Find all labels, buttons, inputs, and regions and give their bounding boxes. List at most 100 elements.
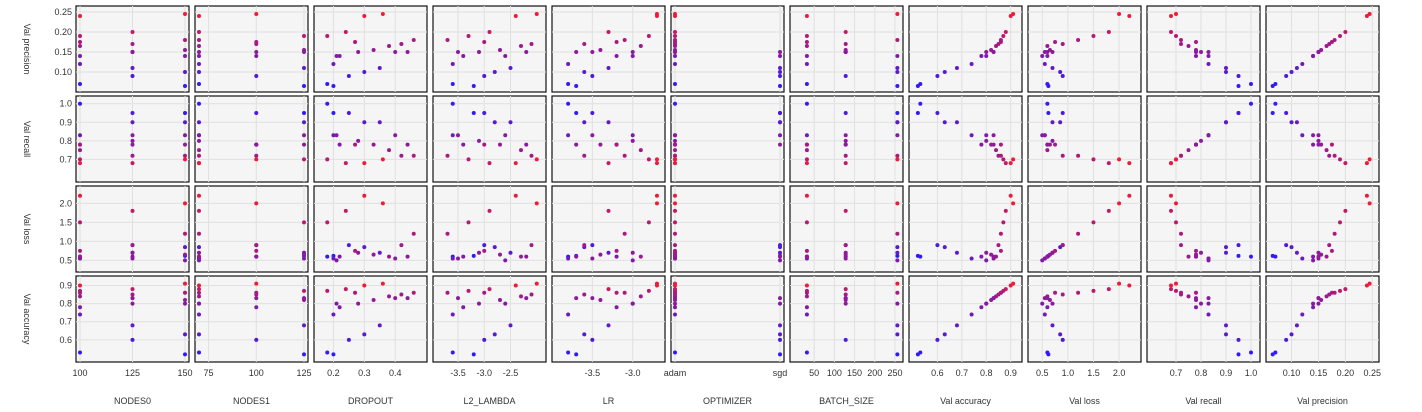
data-point — [130, 42, 135, 46]
data-point — [606, 66, 611, 70]
data-point — [492, 245, 497, 250]
data-point — [1194, 290, 1198, 295]
data-point — [343, 208, 348, 213]
data-point — [1270, 253, 1275, 258]
data-point — [998, 231, 1003, 236]
data-point — [590, 296, 595, 301]
data-point — [1206, 301, 1211, 306]
data-point — [356, 301, 361, 306]
data-point — [895, 157, 900, 162]
data-point — [1174, 201, 1178, 206]
data-point — [393, 133, 398, 138]
data-point — [1008, 193, 1013, 198]
data-point — [377, 250, 382, 255]
data-point — [895, 201, 900, 206]
data-point — [895, 66, 900, 70]
data-point — [130, 337, 135, 342]
data-point — [1224, 323, 1228, 328]
data-point — [1174, 157, 1178, 162]
panel-frame — [1265, 275, 1380, 363]
data-point — [461, 305, 466, 310]
data-point — [654, 12, 659, 16]
y-tick-label: 1.5 — [59, 217, 72, 227]
data-point — [1045, 142, 1050, 147]
data-point — [1050, 301, 1055, 306]
data-point — [183, 111, 187, 115]
data-point — [1091, 34, 1096, 38]
data-point — [574, 296, 579, 301]
panel-acc-vs-lr — [551, 275, 666, 363]
data-point — [482, 243, 487, 248]
data-point — [183, 38, 187, 42]
data-point — [1046, 84, 1051, 88]
data-point — [1040, 54, 1045, 58]
data-point — [1300, 62, 1305, 66]
y-tick-label: 0.5 — [59, 255, 72, 265]
data-point — [197, 148, 201, 153]
data-point — [804, 294, 809, 299]
data-point — [1249, 254, 1253, 259]
data-point — [519, 294, 523, 299]
data-point — [673, 82, 677, 86]
data-point — [78, 82, 82, 86]
panel-frame — [194, 5, 309, 93]
data-point — [1284, 111, 1289, 115]
data-point — [487, 161, 492, 166]
data-point — [1060, 292, 1065, 297]
data-point — [1045, 54, 1050, 58]
data-point — [843, 243, 848, 248]
data-point — [895, 253, 900, 258]
panel-precision-vs-optimizer — [670, 5, 785, 93]
data-point — [498, 142, 502, 147]
data-point — [302, 296, 306, 301]
data-point — [393, 50, 398, 54]
data-point — [895, 84, 900, 88]
data-point — [331, 312, 336, 317]
data-point — [492, 70, 497, 74]
panel-acc-vs-batch — [789, 275, 904, 363]
data-point — [991, 254, 996, 259]
data-point — [1106, 161, 1111, 166]
data-point — [1040, 301, 1045, 306]
data-point — [673, 50, 677, 54]
data-point — [513, 193, 518, 198]
panel-recall-vs-lr — [551, 95, 666, 183]
data-point — [566, 82, 571, 86]
data-point — [1199, 138, 1203, 143]
data-point — [1040, 133, 1045, 138]
data-point — [942, 245, 947, 250]
data-point — [482, 290, 487, 295]
data-point — [804, 290, 809, 295]
data-point — [508, 66, 513, 70]
panel-frame — [313, 185, 428, 273]
data-point — [778, 74, 782, 78]
data-point — [1316, 301, 1321, 306]
panel-frame — [1146, 95, 1261, 183]
data-point — [466, 34, 471, 38]
data-point — [1236, 253, 1241, 258]
data-point — [399, 243, 404, 248]
data-point — [1169, 287, 1173, 292]
data-point — [466, 157, 471, 162]
data-point — [574, 352, 579, 357]
data-point — [325, 288, 330, 293]
data-point — [1050, 120, 1055, 125]
data-point — [673, 62, 677, 66]
data-point — [1058, 120, 1063, 125]
data-point — [130, 120, 135, 125]
y-tick-label: 2.0 — [59, 198, 72, 208]
data-point — [778, 84, 782, 88]
data-point — [1327, 243, 1332, 248]
data-point — [1091, 220, 1096, 225]
data-point — [78, 133, 82, 138]
data-point — [353, 142, 358, 147]
data-point — [1001, 157, 1006, 162]
data-point — [371, 297, 376, 302]
panel-frame — [908, 185, 1023, 273]
panel-loss-vs-lr — [551, 185, 666, 273]
data-point — [673, 301, 677, 306]
data-point — [346, 243, 351, 248]
data-point — [574, 111, 579, 115]
data-point — [197, 287, 201, 292]
data-point — [197, 301, 201, 306]
